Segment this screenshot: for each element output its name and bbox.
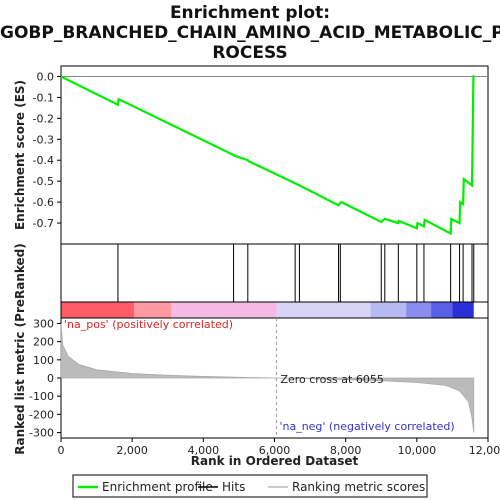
legend-box bbox=[72, 474, 428, 498]
ranking-metric-area bbox=[60, 323, 475, 433]
rank-ytick-label: -100 bbox=[29, 390, 54, 403]
es-ytick-label: -0.6 bbox=[33, 196, 54, 209]
xtick-label: 0 bbox=[58, 444, 65, 457]
heatmap-segment bbox=[431, 302, 453, 318]
es-ytick-label: -0.4 bbox=[33, 154, 54, 167]
x-axis-label: Rank in Ordered Dataset bbox=[191, 454, 359, 468]
xtick-label: 2,000 bbox=[116, 444, 148, 457]
heatmap-frame bbox=[60, 301, 489, 319]
legend-label: Ranking metric scores bbox=[292, 480, 425, 494]
heatmap-segment bbox=[452, 302, 474, 318]
pos-correlated-label: 'na_pos' (positively correlated) bbox=[64, 318, 233, 331]
xtick-label: 8,000 bbox=[330, 444, 362, 457]
es-ytick-label: -0.1 bbox=[33, 91, 54, 104]
neg-correlated-label: 'na_neg' (negatively correlated) bbox=[279, 420, 454, 433]
heatmap-segment bbox=[276, 302, 371, 318]
legend-label: Enrichment profile bbox=[102, 480, 213, 494]
es-ytick-label: -0.5 bbox=[33, 175, 54, 188]
xtick-label: 4,000 bbox=[188, 444, 220, 457]
rank-ytick-label: -300 bbox=[29, 427, 54, 440]
heatmap-segment bbox=[171, 302, 277, 318]
rank-ytick-label: -200 bbox=[29, 408, 54, 421]
heatmap-segment bbox=[406, 302, 432, 318]
rank-ytick-label: 300 bbox=[33, 317, 54, 330]
enrichment-profile-line bbox=[60, 74, 476, 236]
es-ytick-label: -0.3 bbox=[33, 133, 54, 146]
chart-title-line-3: ROCESS bbox=[212, 43, 288, 63]
es-panel-frame bbox=[60, 65, 489, 245]
heatmap-segment bbox=[370, 302, 407, 318]
xtick-label: 12,000 bbox=[469, 444, 500, 457]
rank-ytick-label: 0 bbox=[47, 372, 54, 385]
heatmap-segment bbox=[133, 302, 172, 318]
legend-label: Hits bbox=[222, 480, 245, 494]
heatmap-segment bbox=[61, 302, 134, 318]
es-ytick-label: 0.0 bbox=[37, 70, 55, 83]
chart-title-line-2: GOBP_BRANCHED_CHAIN_AMINO_ACID_METABOLIC… bbox=[0, 23, 500, 43]
rank-ytick-label: 200 bbox=[33, 336, 54, 349]
xtick-label: 10,000 bbox=[398, 444, 437, 457]
zero-cross-label: Zero cross at 6055 bbox=[280, 373, 383, 386]
xtick-label: 6,000 bbox=[259, 444, 291, 457]
rank-ytick-label: 100 bbox=[33, 354, 54, 367]
es-y-axis-label: Enrichment score (ES) bbox=[13, 80, 27, 230]
es-ytick-label: -0.7 bbox=[33, 217, 54, 230]
es-ytick-label: -0.2 bbox=[33, 112, 54, 125]
chart-title-line-1: Enrichment plot: bbox=[169, 3, 331, 23]
rank-y-axis-label: Ranked list metric (PreRanked) bbox=[13, 243, 27, 455]
